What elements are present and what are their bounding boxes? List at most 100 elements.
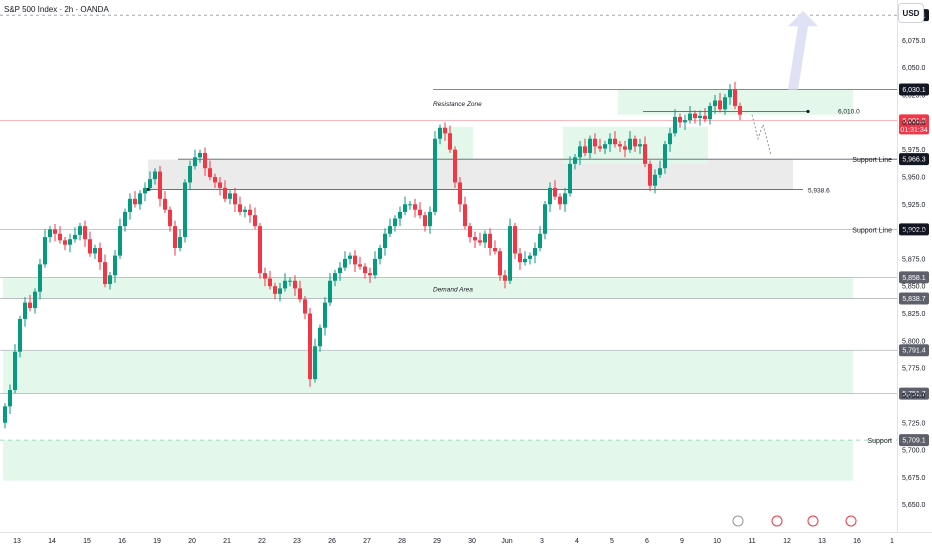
demand-top-price-tag: 5,858.1 bbox=[899, 271, 929, 284]
candle bbox=[683, 114, 687, 130]
x-tick-label: 6 bbox=[645, 538, 649, 545]
candle-body bbox=[683, 120, 687, 123]
y-tick-label: 5,950.0 bbox=[902, 174, 925, 181]
candle-body bbox=[688, 113, 692, 121]
more-icon[interactable]: ⋯ bbox=[884, 0, 893, 5]
x-tick-label: 20 bbox=[188, 538, 196, 545]
level-5751-price-tag: 5,751.7 bbox=[899, 387, 929, 400]
candle-body bbox=[578, 146, 582, 158]
candle-body bbox=[183, 182, 187, 238]
candle-body bbox=[218, 182, 222, 188]
currency-button[interactable]: USD bbox=[898, 3, 924, 23]
ray-dot-0 bbox=[806, 109, 810, 114]
candle bbox=[563, 187, 567, 212]
candle bbox=[353, 250, 357, 273]
y-tick-label: 5,925.0 bbox=[902, 202, 925, 209]
x-tick-label: 16 bbox=[853, 538, 861, 545]
resistance-zone-label: Resistance Zone bbox=[433, 101, 482, 108]
candle-body bbox=[53, 229, 57, 234]
candle bbox=[568, 156, 572, 197]
candle bbox=[503, 269, 507, 289]
candle-body bbox=[348, 255, 352, 259]
x-tick-label: 10 bbox=[713, 538, 721, 545]
candle-body bbox=[108, 275, 112, 285]
candle bbox=[148, 171, 152, 192]
candle bbox=[38, 258, 42, 300]
y-tick-label: 5,675.0 bbox=[902, 475, 925, 482]
candle bbox=[433, 131, 437, 216]
candle bbox=[53, 223, 57, 242]
candle-body bbox=[503, 275, 507, 281]
candle bbox=[593, 133, 597, 155]
candle bbox=[728, 84, 732, 105]
candle bbox=[688, 105, 692, 124]
x-tick-label: 30 bbox=[468, 538, 476, 545]
candle bbox=[713, 95, 717, 114]
candle bbox=[108, 272, 112, 290]
price-5938: 5,938.6 bbox=[808, 187, 830, 194]
candle bbox=[543, 201, 547, 240]
candle bbox=[423, 211, 427, 232]
demand-bottom-price-tag: 5,838.7 bbox=[899, 292, 929, 305]
candle-body bbox=[633, 138, 637, 147]
candle bbox=[213, 173, 217, 188]
candle-body bbox=[548, 187, 552, 205]
candle-body bbox=[263, 273, 267, 279]
lower-zone bbox=[3, 350, 853, 394]
candle-body bbox=[573, 157, 577, 164]
candle-body bbox=[208, 168, 212, 177]
candle bbox=[48, 226, 52, 243]
support-line-2-text: Support Line bbox=[852, 227, 892, 234]
candle bbox=[8, 384, 12, 415]
x-tick-label: 5 bbox=[610, 538, 614, 545]
candle bbox=[403, 196, 407, 216]
candle bbox=[383, 228, 387, 256]
candle-body bbox=[278, 288, 282, 294]
candle-body bbox=[3, 406, 7, 423]
candle bbox=[278, 282, 282, 302]
candle-body bbox=[638, 144, 642, 147]
candle-body bbox=[603, 144, 607, 149]
candle-body bbox=[63, 240, 67, 245]
candle bbox=[73, 227, 77, 243]
candle bbox=[648, 160, 652, 192]
candle-body bbox=[498, 251, 502, 276]
candle bbox=[13, 344, 17, 394]
candle-body bbox=[443, 127, 447, 134]
candle bbox=[613, 131, 617, 148]
candle-body bbox=[273, 286, 277, 294]
candle bbox=[283, 273, 287, 292]
y-tick-label: 5,850.0 bbox=[902, 284, 925, 291]
candle-body bbox=[393, 218, 397, 227]
candle-body bbox=[28, 302, 32, 309]
countdown-label: 01:31:34 bbox=[900, 127, 927, 134]
candle bbox=[358, 256, 362, 270]
candle bbox=[368, 267, 372, 283]
x-tick-label: 28 bbox=[398, 538, 406, 545]
candle-body bbox=[298, 288, 302, 300]
candle-body bbox=[588, 138, 592, 153]
candle bbox=[293, 275, 297, 297]
x-tick-label: 16 bbox=[118, 538, 126, 545]
candle-body bbox=[738, 105, 742, 115]
candle bbox=[43, 229, 47, 268]
candle bbox=[513, 222, 517, 259]
x-tick-label: 1 bbox=[890, 538, 894, 545]
candle-body bbox=[523, 258, 527, 263]
candle-body bbox=[728, 89, 732, 98]
candle bbox=[628, 131, 632, 153]
candle-body bbox=[563, 193, 567, 205]
support-line-1-price-label: 5,966.3 bbox=[902, 157, 925, 164]
candle-body bbox=[333, 273, 337, 281]
candle-body bbox=[258, 226, 262, 274]
candle-body bbox=[203, 152, 207, 169]
candle-body bbox=[133, 198, 137, 205]
candle bbox=[178, 229, 182, 252]
x-tick-label: 3 bbox=[540, 538, 544, 545]
candle-body bbox=[558, 196, 562, 205]
up-arrow bbox=[788, 10, 818, 90]
support-line-2-price-tag: 5,902.0 bbox=[899, 223, 929, 236]
candle bbox=[418, 202, 422, 219]
